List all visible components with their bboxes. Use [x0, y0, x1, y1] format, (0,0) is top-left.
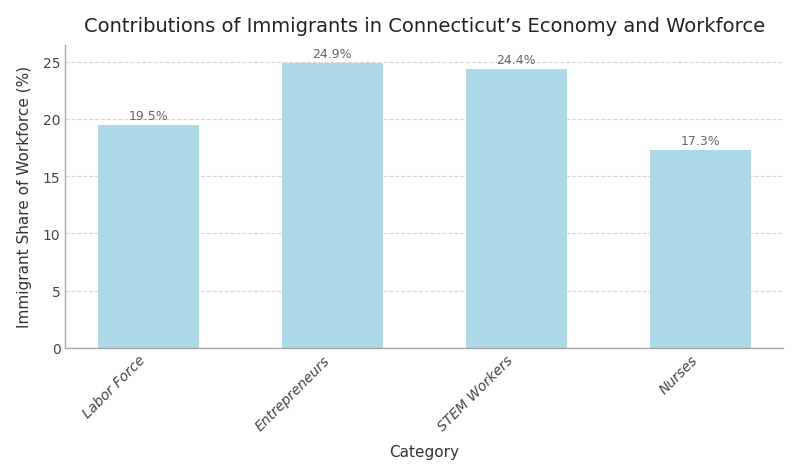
Y-axis label: Immigrant Share of Workforce (%): Immigrant Share of Workforce (%) — [17, 66, 32, 327]
Bar — [98, 125, 199, 348]
Bar — [466, 69, 567, 348]
Text: 17.3%: 17.3% — [680, 135, 720, 148]
X-axis label: Category: Category — [390, 445, 459, 459]
Text: 19.5%: 19.5% — [129, 109, 168, 122]
Bar — [650, 150, 750, 348]
Title: Contributions of Immigrants in Connecticut’s Economy and Workforce: Contributions of Immigrants in Connectic… — [84, 17, 765, 36]
Bar — [282, 64, 383, 348]
Text: 24.4%: 24.4% — [497, 54, 536, 67]
Text: 24.9%: 24.9% — [313, 48, 352, 61]
